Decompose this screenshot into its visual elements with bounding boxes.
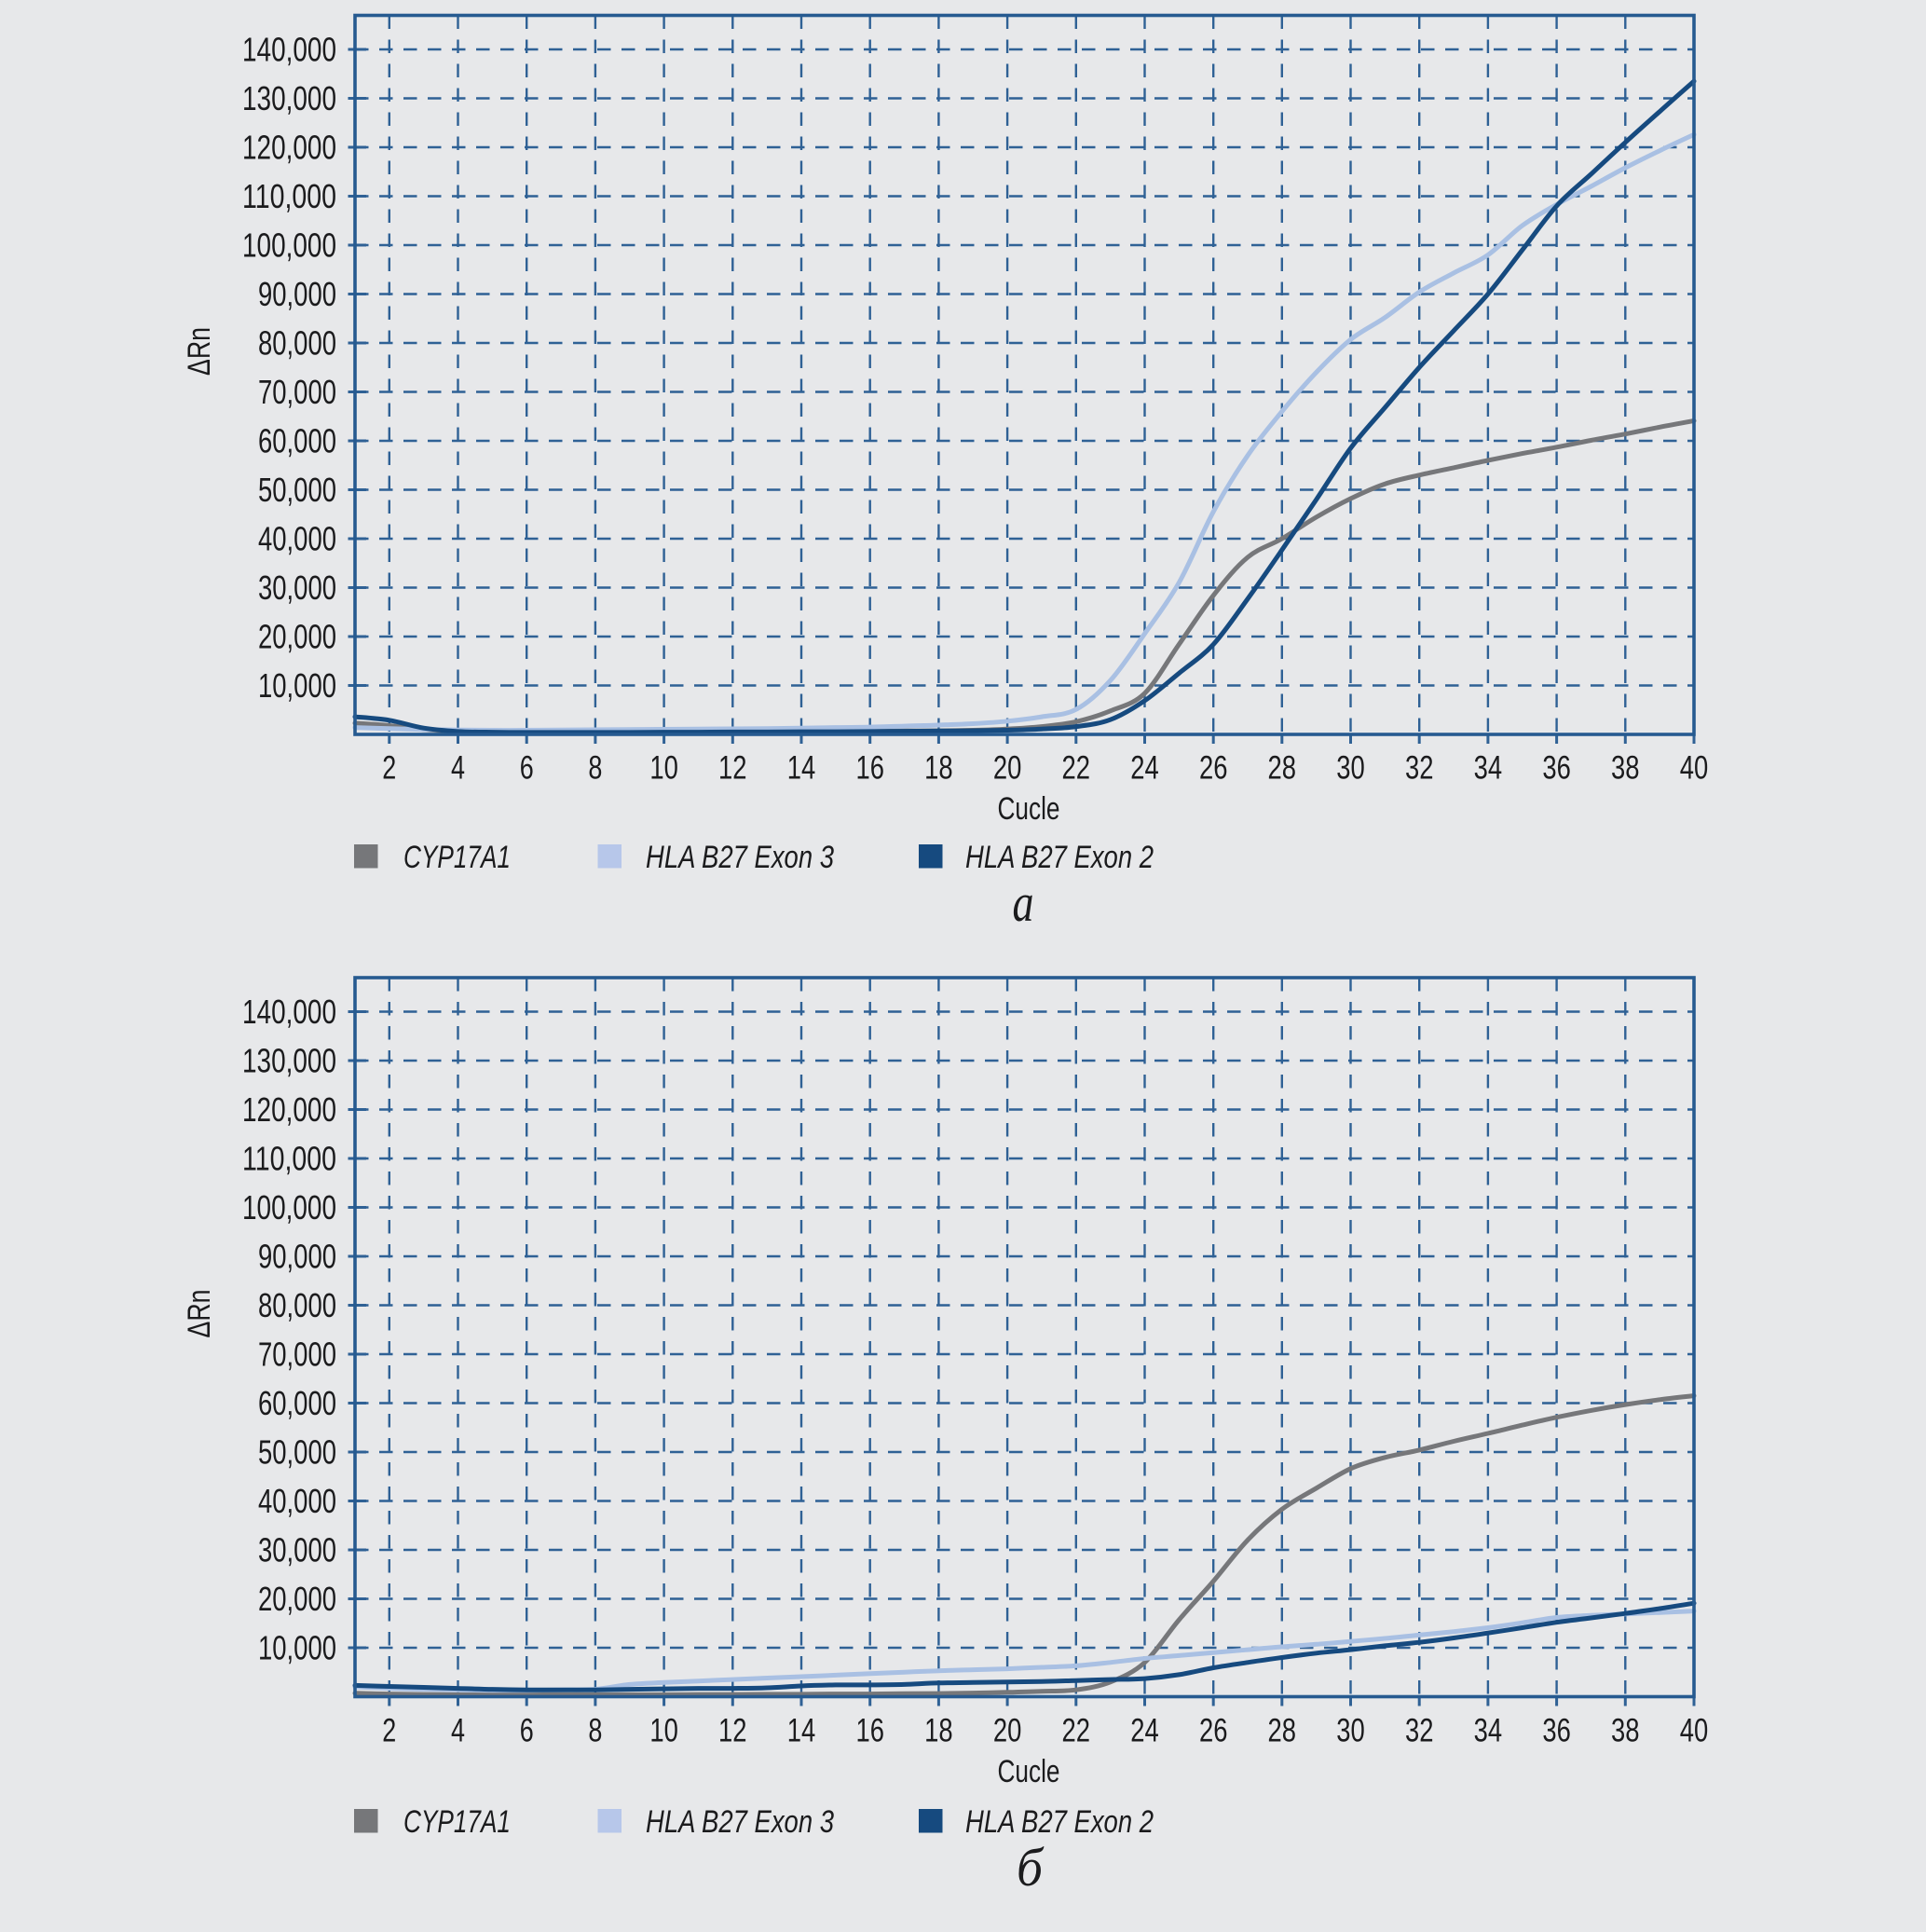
svg-text:20: 20 xyxy=(993,750,1022,787)
svg-text:36: 36 xyxy=(1542,750,1571,787)
svg-text:140,000: 140,000 xyxy=(242,993,336,1031)
svg-text:4: 4 xyxy=(451,750,465,787)
svg-text:10: 10 xyxy=(649,1713,678,1749)
svg-text:CYP17A1: CYP17A1 xyxy=(403,840,511,875)
svg-text:28: 28 xyxy=(1268,1713,1297,1749)
svg-text:30,000: 30,000 xyxy=(258,569,336,607)
svg-text:34: 34 xyxy=(1474,750,1503,787)
svg-text:70,000: 70,000 xyxy=(258,373,336,411)
svg-text:40,000: 40,000 xyxy=(258,520,336,558)
svg-text:2: 2 xyxy=(382,1713,396,1749)
svg-text:10: 10 xyxy=(649,750,678,787)
svg-text:60,000: 60,000 xyxy=(258,1384,336,1422)
svg-text:80,000: 80,000 xyxy=(258,1286,336,1324)
svg-text:10,000: 10,000 xyxy=(258,1629,336,1667)
svg-text:140,000: 140,000 xyxy=(242,31,336,69)
svg-text:8: 8 xyxy=(588,1713,602,1749)
svg-text:24: 24 xyxy=(1130,1713,1159,1749)
svg-text:6: 6 xyxy=(520,1713,534,1749)
svg-text:30,000: 30,000 xyxy=(258,1531,336,1569)
svg-text:40: 40 xyxy=(1680,1713,1709,1749)
svg-text:38: 38 xyxy=(1611,750,1640,787)
svg-text:HLA B27 Exon 3: HLA B27 Exon 3 xyxy=(646,840,834,875)
svg-text:12: 12 xyxy=(718,1713,747,1749)
svg-text:ΔRn: ΔRn xyxy=(182,327,217,376)
svg-text:2: 2 xyxy=(382,750,396,787)
svg-text:4: 4 xyxy=(451,1713,465,1749)
svg-text:20,000: 20,000 xyxy=(258,1580,336,1618)
svg-text:HLA B27 Exon 2: HLA B27 Exon 2 xyxy=(965,840,1154,875)
svg-text:22: 22 xyxy=(1062,1713,1091,1749)
svg-text:30: 30 xyxy=(1336,750,1365,787)
svg-text:18: 18 xyxy=(924,1713,953,1749)
svg-text:10,000: 10,000 xyxy=(258,666,336,705)
svg-text:110,000: 110,000 xyxy=(242,1140,336,1178)
svg-text:90,000: 90,000 xyxy=(258,275,336,313)
svg-text:30: 30 xyxy=(1336,1713,1365,1749)
svg-text:26: 26 xyxy=(1199,750,1228,787)
svg-text:HLA B27 Exon 2: HLA B27 Exon 2 xyxy=(965,1804,1154,1840)
svg-text:22: 22 xyxy=(1062,750,1091,787)
svg-text:18: 18 xyxy=(924,750,953,787)
svg-text:б: б xyxy=(1017,1837,1045,1898)
svg-text:24: 24 xyxy=(1130,750,1159,787)
svg-text:8: 8 xyxy=(588,750,602,787)
svg-text:60,000: 60,000 xyxy=(258,422,336,460)
svg-text:130,000: 130,000 xyxy=(242,1042,336,1080)
svg-text:20: 20 xyxy=(993,1713,1022,1749)
svg-text:100,000: 100,000 xyxy=(242,226,336,265)
svg-text:20,000: 20,000 xyxy=(258,618,336,656)
svg-text:32: 32 xyxy=(1405,1713,1434,1749)
svg-text:14: 14 xyxy=(787,1713,816,1749)
svg-text:70,000: 70,000 xyxy=(258,1336,336,1374)
svg-text:50,000: 50,000 xyxy=(258,471,336,509)
svg-text:40,000: 40,000 xyxy=(258,1482,336,1520)
svg-text:Cucle: Cucle xyxy=(998,791,1060,827)
svg-text:12: 12 xyxy=(718,750,747,787)
svg-text:CYP17A1: CYP17A1 xyxy=(403,1804,511,1840)
svg-text:100,000: 100,000 xyxy=(242,1188,336,1226)
svg-text:6: 6 xyxy=(520,750,534,787)
svg-text:14: 14 xyxy=(787,750,816,787)
svg-text:26: 26 xyxy=(1199,1713,1228,1749)
svg-text:38: 38 xyxy=(1611,1713,1640,1749)
svg-text:32: 32 xyxy=(1405,750,1434,787)
svg-text:28: 28 xyxy=(1268,750,1297,787)
svg-text:110,000: 110,000 xyxy=(242,177,336,215)
svg-text:130,000: 130,000 xyxy=(242,79,336,117)
svg-text:120,000: 120,000 xyxy=(242,1090,336,1129)
svg-text:HLA B27 Exon 3: HLA B27 Exon 3 xyxy=(646,1804,834,1840)
svg-text:34: 34 xyxy=(1474,1713,1503,1749)
svg-text:ΔRn: ΔRn xyxy=(182,1290,217,1338)
svg-text:50,000: 50,000 xyxy=(258,1433,336,1472)
svg-text:120,000: 120,000 xyxy=(242,129,336,167)
svg-text:36: 36 xyxy=(1542,1713,1571,1749)
svg-text:16: 16 xyxy=(855,750,884,787)
svg-text:a: a xyxy=(1013,872,1034,933)
svg-text:16: 16 xyxy=(855,1713,884,1749)
svg-text:Cucle: Cucle xyxy=(998,1754,1060,1789)
svg-text:80,000: 80,000 xyxy=(258,324,336,363)
svg-text:90,000: 90,000 xyxy=(258,1238,336,1276)
svg-text:40: 40 xyxy=(1680,750,1709,787)
